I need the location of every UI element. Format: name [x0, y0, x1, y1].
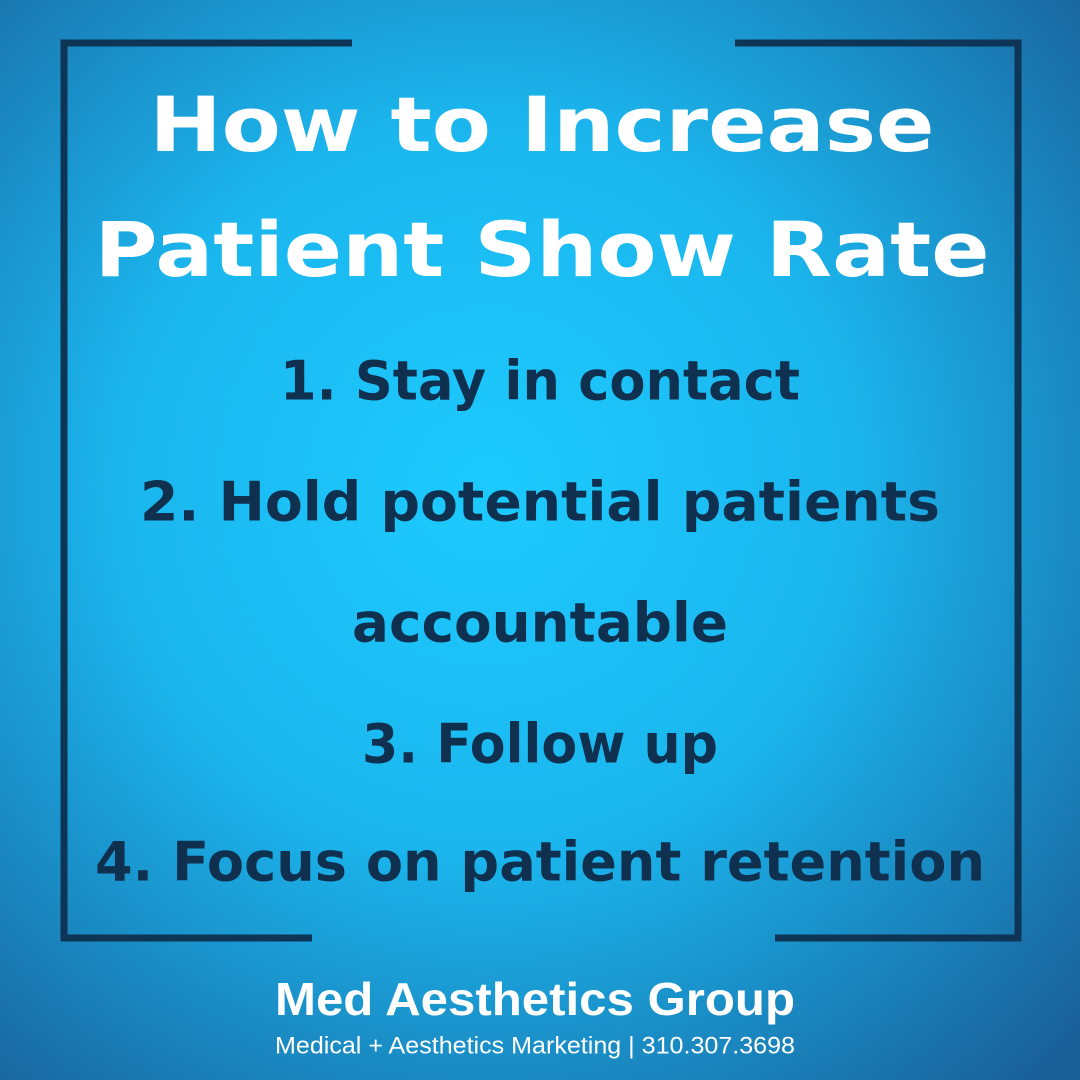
- list-item: 4. Focus on patient retention: [95, 831, 985, 894]
- title-line: How to Increase: [150, 80, 935, 169]
- list-item: accountable: [352, 592, 728, 655]
- frame-right: [735, 39, 1022, 942]
- frame-left: [60, 39, 352, 942]
- list-item: 3. Follow up: [362, 713, 718, 776]
- brand-tagline: Medical + Aesthetics Marketing | 310.307…: [275, 1032, 795, 1059]
- list-item: 1. Stay in contact: [280, 350, 800, 413]
- frame: [60, 39, 1022, 942]
- brand-name: Med Aesthetics Group: [275, 973, 795, 1025]
- title-line: Patient Show Rate: [95, 205, 990, 294]
- list-item: 2. Hold potential patients: [140, 471, 940, 534]
